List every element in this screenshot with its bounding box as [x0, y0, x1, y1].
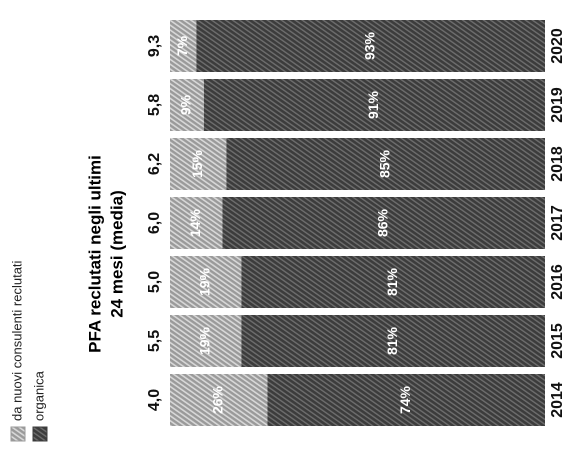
- chart-subtitle: 24 mesi (media): [107, 190, 126, 318]
- total-label: 4,0: [146, 389, 163, 411]
- bar-segment: [226, 138, 545, 190]
- chart-title: PFA reclutati negli ultimi: [85, 155, 104, 353]
- value-label: 91%: [365, 90, 381, 119]
- total-label: 9,3: [146, 35, 163, 57]
- value-label: 15%: [189, 149, 205, 178]
- bar-segment: [241, 256, 545, 308]
- value-label: 85%: [376, 149, 392, 178]
- bar-segment: [170, 197, 223, 249]
- x-tick-label: 2019: [549, 87, 566, 123]
- total-label: 5,5: [146, 330, 163, 352]
- bar-segment: [222, 197, 545, 249]
- bar-segment: [203, 79, 545, 131]
- x-tick-label: 2015: [549, 323, 566, 359]
- value-label: 26%: [209, 385, 225, 414]
- x-tick-label: 2014: [549, 382, 566, 418]
- bar-segment: [267, 374, 545, 426]
- legend-swatch: [32, 426, 48, 442]
- bar-segment: [170, 256, 242, 308]
- value-label: 81%: [384, 326, 400, 355]
- bar-segment: [241, 315, 545, 367]
- total-label: 5,8: [146, 94, 163, 116]
- bar-segment: [170, 20, 197, 72]
- bar-segment: [170, 374, 268, 426]
- bar-segment: [170, 315, 242, 367]
- legend-swatch: [10, 426, 26, 442]
- value-label: 86%: [374, 208, 390, 237]
- bar-segment: [170, 138, 227, 190]
- value-label: 14%: [187, 208, 203, 237]
- value-label: 19%: [196, 267, 212, 296]
- total-label: 6,2: [146, 153, 163, 175]
- total-label: 5,0: [146, 271, 163, 293]
- bar-segment: [170, 79, 204, 131]
- legend-label: organica: [31, 370, 46, 421]
- x-tick-label: 2017: [549, 205, 566, 241]
- value-label: 81%: [384, 267, 400, 296]
- value-label: 7%: [174, 35, 190, 56]
- value-label: 19%: [196, 326, 212, 355]
- x-tick-label: 2018: [549, 146, 566, 182]
- value-label: 74%: [397, 385, 413, 414]
- x-tick-label: 2020: [549, 28, 566, 64]
- value-label: 93%: [361, 31, 377, 60]
- legend-label: da nuovi consulenti reclutati: [9, 260, 24, 421]
- x-tick-label: 2016: [549, 264, 566, 300]
- total-label: 6,0: [146, 212, 163, 234]
- rotated-chart: PFA reclutati negli ultimi 24 mesi (medi…: [9, 20, 566, 442]
- value-label: 9%: [178, 94, 194, 115]
- bar-segment: [196, 20, 545, 72]
